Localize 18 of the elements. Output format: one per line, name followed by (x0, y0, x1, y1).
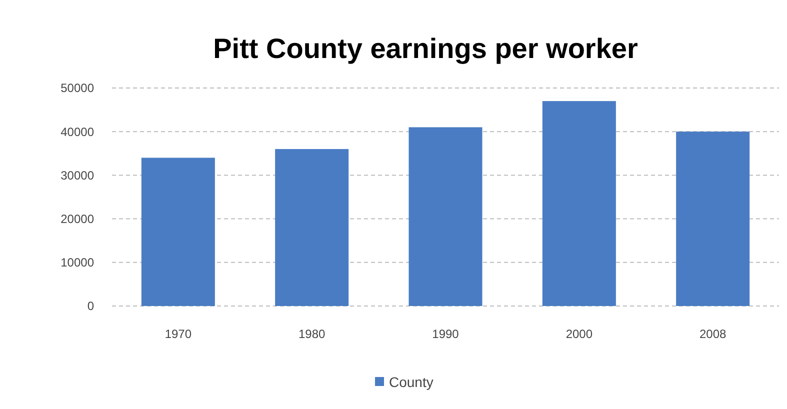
x-tick-label: 1990 (432, 327, 460, 341)
bar (275, 149, 349, 306)
y-tick-label: 40000 (60, 124, 94, 139)
x-tick-label: 1970 (164, 327, 192, 341)
chart-title: Pitt County earnings per worker (213, 33, 638, 64)
legend-label: County (389, 374, 434, 390)
x-tick-label: 2008 (699, 327, 727, 341)
bar (408, 127, 482, 306)
y-tick-label: 10000 (60, 256, 94, 270)
bar (542, 101, 616, 306)
y-tick-label: 30000 (60, 168, 94, 182)
y-tick-label: 0 (87, 299, 94, 314)
y-tick-label: 50000 (60, 81, 94, 96)
x-tick-label: 2000 (566, 327, 593, 341)
x-tick-label: 1980 (298, 327, 326, 341)
y-tick-label: 20000 (60, 212, 94, 226)
bar (141, 158, 215, 306)
bar (676, 132, 750, 306)
